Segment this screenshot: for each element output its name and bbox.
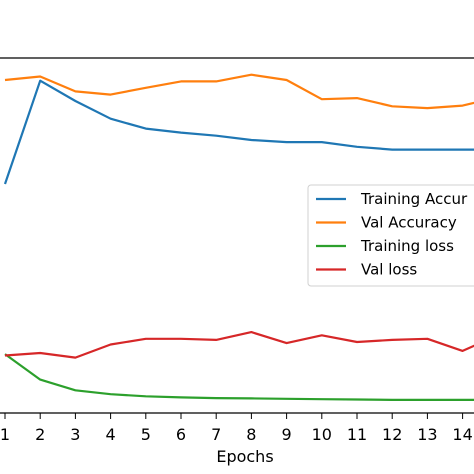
x-tick-label: 7 [211,425,221,444]
series-line-val-loss [4,331,474,359]
x-axis-label: Epochs [216,447,273,466]
legend-label: Val Accuracy [361,214,457,232]
x-axis: 1 2 3 4 5 6 7 8 9 10 11 12 13 14 [0,413,473,444]
plot-frame [0,57,474,414]
x-tick-label: 5 [141,425,151,444]
legend-label: Training Accur [360,190,468,208]
x-tick-label: 14 [452,425,472,444]
x-tick-label: 8 [246,425,256,444]
series-line-training-loss [4,353,474,401]
x-tick-label: 13 [417,425,437,444]
series-line-training-accuracy [3,79,474,185]
x-tick-label: 12 [382,425,402,444]
x-tick-label: 4 [106,425,116,444]
x-tick-label: 6 [176,425,186,444]
series-layer [3,73,474,401]
legend-box [307,184,474,287]
x-tick-label: 11 [347,425,367,444]
legend: Training Accur Val Accuracy Training loss V… [307,184,474,287]
x-tick-label: 9 [282,425,292,444]
legend-label: Training loss [360,237,454,255]
x-tick-label: 10 [312,425,332,444]
series-line-val-accuracy [4,73,474,110]
x-tick-label: 1 [0,425,10,444]
legend-label: Val loss [361,261,417,279]
x-tick-label: 3 [70,425,80,444]
x-tick-label: 2 [35,425,45,444]
